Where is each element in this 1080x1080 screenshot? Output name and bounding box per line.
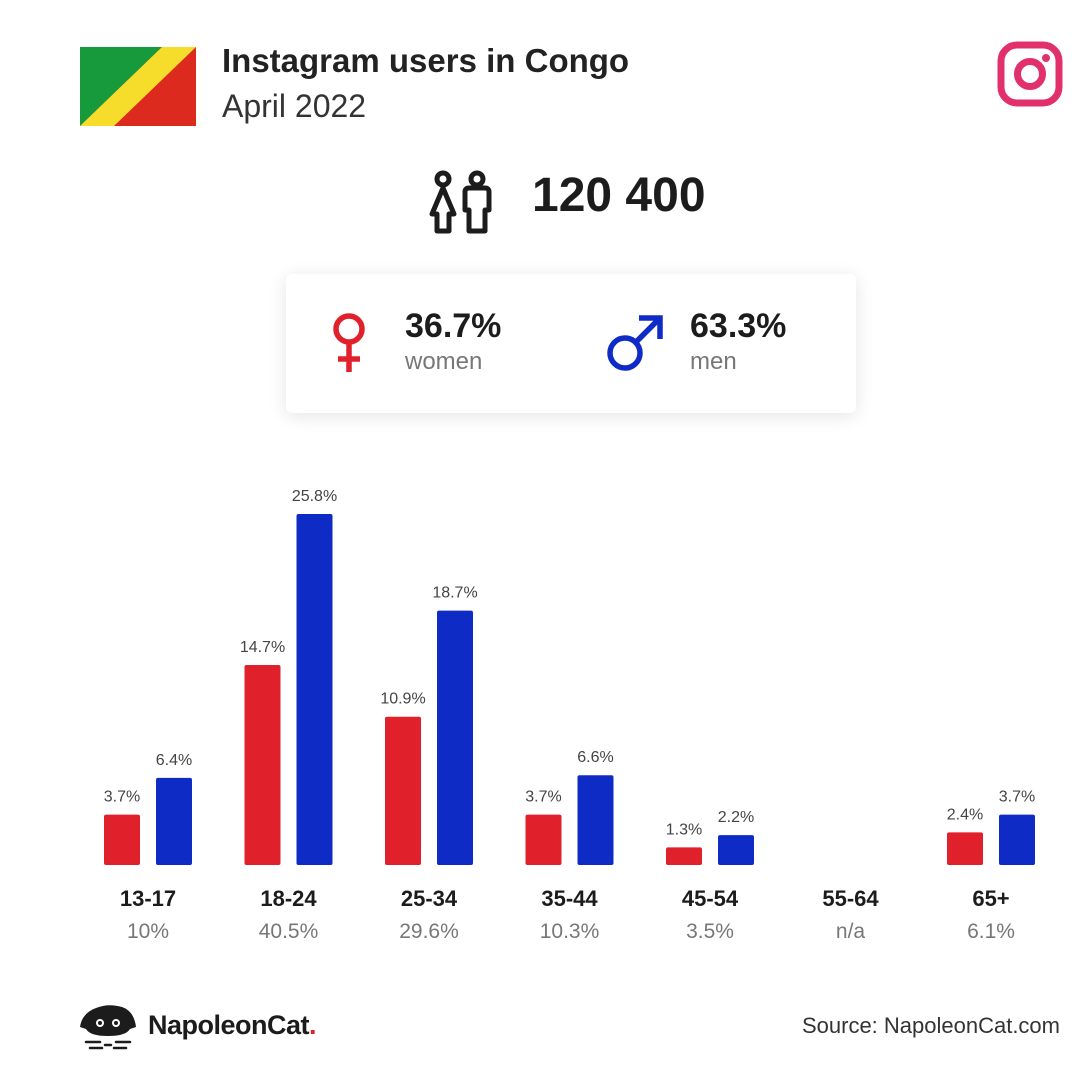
bar-men-65+ — [999, 814, 1035, 865]
gender-card — [286, 274, 856, 413]
category-label-55-64: 55-64 — [822, 886, 879, 911]
brand-dot: . — [309, 1010, 317, 1040]
category-total-18-24: 40.5% — [259, 920, 319, 943]
value-label-women-18-24: 14.7% — [240, 639, 285, 656]
women-percentage: 36.7% — [405, 307, 502, 345]
category-total-65+: 6.1% — [967, 920, 1015, 943]
women-label: women — [405, 348, 483, 375]
value-label-women-13-17: 3.7% — [104, 789, 140, 806]
bar-men-35-44 — [577, 775, 614, 865]
napoleoncat-logo-icon — [80, 1005, 136, 1050]
category-label-35-44: 35-44 — [541, 886, 598, 911]
bar-women-65+ — [947, 832, 983, 865]
page-title: Instagram users in Congo — [222, 42, 630, 79]
female-symbol-icon — [333, 313, 365, 372]
bar-men-25-34 — [437, 610, 473, 865]
value-label-men-25-34: 18.7% — [432, 585, 477, 602]
bar-women-18-24 — [244, 665, 281, 865]
brand-text: NapoleonCat — [148, 1010, 310, 1040]
value-label-men-65+: 3.7% — [999, 789, 1035, 806]
value-label-men-13-17: 6.4% — [156, 752, 192, 769]
category-total-55-64: n/a — [836, 920, 866, 943]
bar-men-18-24 — [296, 514, 333, 865]
instagram-icon — [997, 41, 1063, 107]
bar-women-25-34 — [385, 716, 421, 865]
category-total-25-34: 29.6% — [399, 920, 459, 943]
value-label-women-35-44: 3.7% — [525, 789, 561, 806]
total-users: 120 400 — [532, 169, 706, 222]
category-label-45-54: 45-54 — [682, 886, 739, 911]
value-label-women-45-54: 1.3% — [666, 821, 702, 838]
category-label-25-34: 25-34 — [401, 886, 458, 911]
value-label-men-18-24: 25.8% — [292, 488, 337, 505]
category-label-65+: 65+ — [972, 886, 1009, 911]
bar-men-13-17 — [156, 777, 192, 865]
men-percentage: 63.3% — [690, 307, 787, 345]
source-credit: Source: NapoleonCat.com — [801, 1013, 1060, 1038]
male-symbol-icon — [607, 315, 663, 371]
category-total-45-54: 3.5% — [686, 920, 734, 943]
bar-women-35-44 — [525, 814, 562, 865]
category-label-13-17: 13-17 — [120, 886, 176, 911]
value-label-women-65+: 2.4% — [947, 806, 983, 823]
bar-women-13-17 — [104, 814, 140, 865]
value-label-men-35-44: 6.6% — [577, 749, 613, 766]
brand-name: NapoleonCat. — [148, 1010, 317, 1041]
page-subtitle: April 2022 — [222, 88, 367, 124]
people-icon — [429, 170, 492, 234]
men-label: men — [690, 348, 737, 375]
bar-men-45-54 — [718, 835, 754, 865]
congo-flag-icon — [80, 47, 196, 126]
category-label-18-24: 18-24 — [260, 886, 317, 911]
value-label-women-25-34: 10.9% — [380, 691, 425, 708]
value-label-men-45-54: 2.2% — [718, 809, 754, 826]
category-total-13-17: 10% — [127, 920, 169, 943]
category-total-35-44: 10.3% — [540, 920, 600, 943]
bar-women-45-54 — [666, 847, 702, 865]
